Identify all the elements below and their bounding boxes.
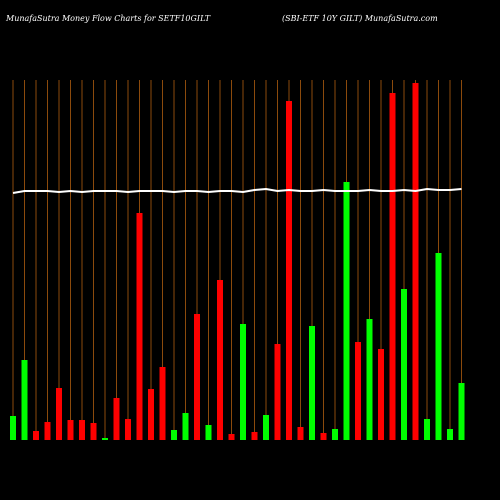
bar — [113, 398, 120, 440]
bar — [159, 367, 166, 440]
bar — [401, 289, 407, 440]
bar — [297, 427, 304, 440]
bar — [228, 434, 235, 440]
bar — [435, 253, 442, 440]
bar — [10, 416, 16, 440]
money-flow-line — [12, 187, 462, 194]
bar — [412, 83, 419, 440]
bar — [240, 324, 246, 440]
bar — [274, 344, 281, 440]
bar — [424, 419, 430, 440]
bar — [320, 433, 327, 440]
bar — [44, 422, 51, 440]
bar — [263, 415, 269, 440]
chart-subtitle: (SBI-ETF 10Y GILT) MunafaSutra.com — [282, 14, 438, 23]
bar — [389, 93, 396, 440]
bar — [366, 319, 373, 440]
bar — [251, 432, 258, 440]
bar — [56, 388, 62, 440]
bar — [217, 280, 223, 440]
bar — [343, 182, 350, 440]
bar — [67, 420, 74, 440]
bar — [194, 314, 200, 440]
bar — [21, 360, 28, 440]
bar — [378, 349, 384, 440]
bar — [148, 389, 154, 440]
bar — [125, 419, 131, 440]
bar — [286, 101, 292, 440]
bar — [136, 213, 143, 440]
bar — [33, 431, 39, 440]
bar — [355, 342, 361, 440]
bar — [309, 326, 315, 440]
bar — [458, 383, 465, 440]
bar — [447, 429, 453, 440]
bar — [205, 425, 212, 440]
bar — [171, 430, 177, 440]
bar — [332, 429, 338, 440]
chart-title: MunafaSutra Money Flow Charts for SETF10… — [5, 14, 211, 23]
bar — [102, 438, 108, 440]
bar — [79, 420, 85, 440]
bar — [90, 423, 97, 440]
bar — [182, 413, 189, 440]
